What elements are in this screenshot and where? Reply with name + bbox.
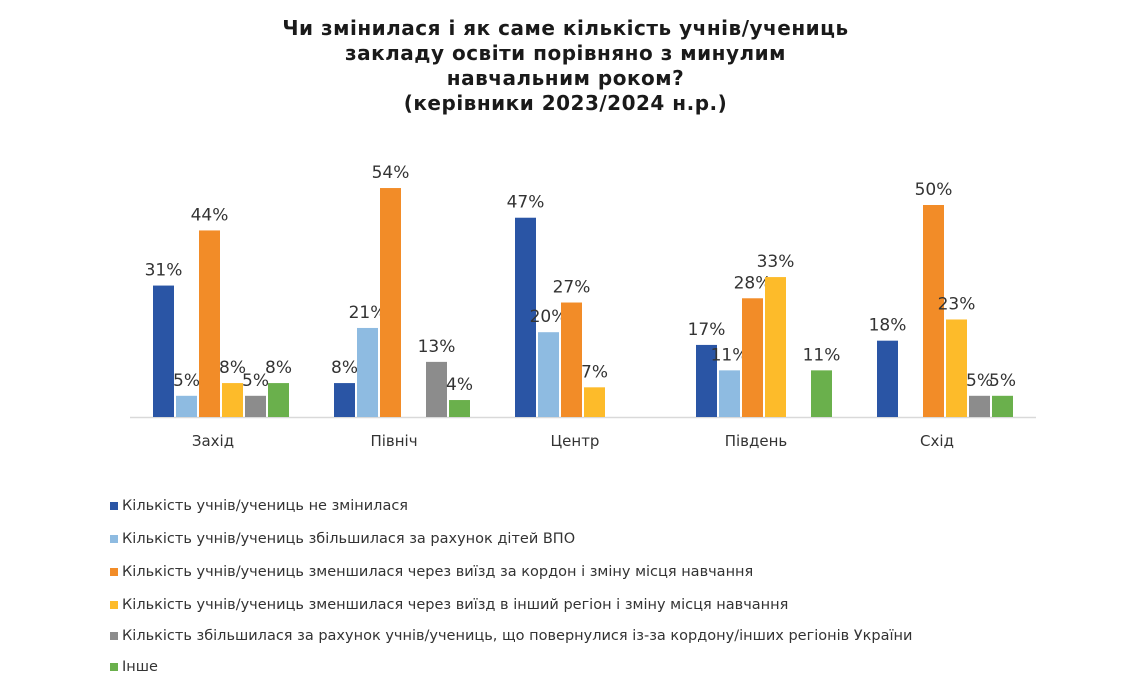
x-tick-label: Центр xyxy=(551,432,600,450)
data-label: 44% xyxy=(191,205,229,225)
data-label: 27% xyxy=(553,278,591,298)
data-label: 11% xyxy=(803,345,841,365)
bar xyxy=(357,327,378,417)
data-label: 7% xyxy=(581,362,608,382)
legend-item: Кількість учнів/учениць зменшилася через… xyxy=(110,595,788,615)
bar xyxy=(268,383,289,417)
data-label: 33% xyxy=(757,252,795,272)
bar xyxy=(877,340,898,417)
data-label: 18% xyxy=(869,316,907,336)
bar xyxy=(222,383,243,417)
bar xyxy=(992,395,1013,417)
title-line: (керівники 2023/2024 н.р.) xyxy=(403,91,728,115)
legend-item: Кількість учнів/учениць не змінилася xyxy=(110,496,408,516)
bar xyxy=(742,298,763,417)
x-tick-label: Схід xyxy=(920,432,954,450)
bar xyxy=(538,332,559,417)
bar xyxy=(696,344,717,417)
legend-item: Кількість учнів/учениць збільшилася за р… xyxy=(110,529,575,549)
title-line: Чи змінилася і як саме кількість учнів/у… xyxy=(282,16,849,40)
bar xyxy=(719,370,740,417)
legend-swatch xyxy=(110,601,118,609)
data-label: 8% xyxy=(265,358,292,378)
data-label: 54% xyxy=(372,163,410,183)
legend-item: Кількість учнів/учениць зменшилася через… xyxy=(110,562,753,582)
data-label: 50% xyxy=(915,180,953,200)
data-label: 17% xyxy=(688,320,726,340)
data-label: 21% xyxy=(349,303,387,323)
data-label: 47% xyxy=(507,193,545,213)
legend-label: Кількість учнів/учениць не змінилася xyxy=(122,498,409,514)
x-tick-label: Південь xyxy=(725,432,788,450)
legend-swatch xyxy=(110,502,118,510)
legend-label: Кількість учнів/учениць зменшилася через… xyxy=(122,564,754,580)
data-label: 8% xyxy=(219,358,246,378)
legend-label: Кількість учнів/учениць зменшилася через… xyxy=(122,597,789,613)
bar xyxy=(245,395,266,417)
title-line: навчальним роком? xyxy=(446,66,685,90)
bar xyxy=(561,302,582,417)
bar xyxy=(176,395,197,417)
legend-swatch xyxy=(110,568,118,576)
bar xyxy=(515,217,536,417)
data-label: 28% xyxy=(734,273,772,293)
data-label: 11% xyxy=(711,345,749,365)
legend-item: Інше xyxy=(110,657,158,677)
legend-item: Кількість збільшилася за рахунок учнів/у… xyxy=(110,626,912,646)
x-tick-label: Захід xyxy=(192,432,234,450)
legend-label: Інше xyxy=(122,659,158,675)
legend-label: Кількість збільшилася за рахунок учнів/у… xyxy=(122,628,913,644)
bar xyxy=(584,387,605,417)
data-label: 5% xyxy=(242,371,269,391)
bar xyxy=(334,383,355,417)
bar xyxy=(765,277,786,417)
data-label: 5% xyxy=(966,371,993,391)
data-label: 5% xyxy=(173,371,200,391)
data-label: 31% xyxy=(145,261,183,281)
legend-swatch xyxy=(110,535,118,543)
bar xyxy=(153,285,174,417)
bar xyxy=(199,230,220,417)
x-tick-label: Північ xyxy=(370,432,417,450)
data-label: 8% xyxy=(331,358,358,378)
data-label: 13% xyxy=(418,337,456,357)
data-label: 23% xyxy=(938,294,976,314)
chart-title: Чи змінилася і як саме кількість учнів/у… xyxy=(0,16,1131,116)
bar xyxy=(449,400,470,417)
bar xyxy=(923,205,944,417)
legend-swatch xyxy=(110,632,118,640)
legend-swatch xyxy=(110,663,118,671)
bar xyxy=(426,361,447,417)
bar xyxy=(969,395,990,417)
data-label: 4% xyxy=(446,375,473,395)
data-label: 20% xyxy=(530,307,568,327)
bar xyxy=(811,370,832,417)
bar xyxy=(380,188,401,417)
legend-label: Кількість учнів/учениць збільшилася за р… xyxy=(122,531,576,547)
title-line: закладу освіти порівняно з минулим xyxy=(344,41,787,65)
bar xyxy=(946,319,967,417)
data-label: 5% xyxy=(989,371,1016,391)
